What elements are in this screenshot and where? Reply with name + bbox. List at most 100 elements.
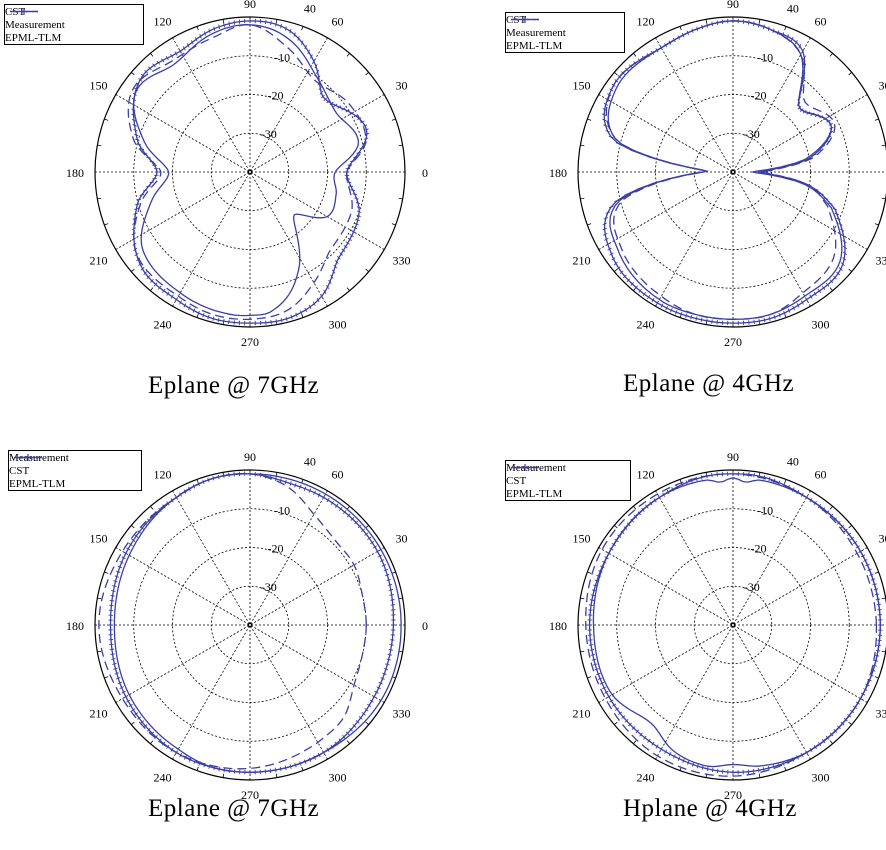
tick-mark [196, 26, 199, 31]
data-point [174, 297, 178, 302]
data-point [758, 318, 761, 324]
data-point [842, 240, 847, 244]
tick-mark [614, 268, 618, 272]
data-point [748, 472, 750, 477]
data-point [126, 699, 131, 703]
data-point [170, 294, 174, 299]
data-point [757, 768, 760, 773]
data-point [304, 45, 307, 50]
polar-grid [577, 16, 886, 328]
data-point [615, 142, 621, 145]
data-point [358, 716, 363, 720]
polar-grid [94, 16, 406, 328]
data-point [356, 151, 361, 154]
tick-mark [829, 740, 833, 744]
tick-mark [881, 197, 886, 200]
data-point [280, 23, 282, 29]
angle-tick-label: 0 [422, 619, 428, 633]
data-point [179, 300, 182, 305]
data-point [817, 288, 822, 294]
data-point [331, 269, 336, 274]
data-point [638, 288, 642, 293]
legend-label: Measurement [5, 18, 65, 31]
tick-mark [848, 72, 852, 76]
data-point [607, 247, 612, 251]
angle-tick-label: 240 [637, 771, 655, 785]
data-point [819, 193, 824, 196]
data-point [752, 768, 755, 774]
data-point [228, 319, 230, 325]
angle-tick-label: 210 [572, 254, 590, 268]
data-point [609, 88, 614, 92]
tick-mark [614, 525, 618, 529]
data-point [622, 274, 627, 279]
data-point [592, 663, 598, 666]
data-point [134, 252, 139, 257]
data-point [711, 767, 714, 773]
data-point [588, 604, 594, 606]
data-point [285, 316, 288, 322]
tick-mark [848, 268, 852, 272]
data-point [687, 760, 690, 765]
data-point [680, 311, 683, 317]
angle-tick-label: 270 [241, 335, 259, 349]
data-point [142, 189, 148, 192]
tick-mark [131, 268, 135, 272]
data-point [797, 180, 802, 183]
angle-tick-label: 60 [332, 14, 344, 28]
angle-tick-label: 300 [329, 771, 347, 785]
data-point [110, 653, 115, 656]
data-point [842, 257, 847, 261]
data-point [131, 708, 136, 712]
tick-mark [587, 223, 592, 226]
data-point [832, 207, 838, 211]
grid-circle [133, 55, 367, 289]
data-point [133, 129, 138, 132]
data-point [218, 24, 221, 30]
tick-mark [301, 766, 304, 771]
tick-mark [301, 26, 304, 31]
data-point [161, 58, 165, 63]
data-point [589, 599, 595, 601]
data-point [613, 261, 618, 266]
tick-mark [104, 571, 109, 574]
data-point [605, 130, 610, 133]
tick-mark [398, 144, 403, 147]
series-line [585, 473, 878, 777]
data-point [284, 26, 287, 31]
legend-item: Measurement [506, 18, 624, 39]
data-point [841, 234, 846, 238]
data-point [706, 766, 709, 772]
angle-tick-label: 40 [787, 455, 799, 469]
tick-mark [104, 676, 109, 679]
data-point [695, 316, 698, 321]
data-point [148, 66, 152, 71]
tick-mark [222, 19, 225, 24]
legend-item: EPML-TLM [506, 466, 630, 500]
data-point [123, 551, 128, 555]
data-point [388, 588, 394, 591]
data-point [308, 488, 312, 493]
data-point [299, 484, 302, 490]
polar-chart-1: -10 -20 -30 90 40 60 30 0 330 300 270 240 210 180 150 1… [0, 0, 443, 425]
data-point [349, 234, 354, 238]
data-point [158, 738, 162, 743]
data-point [294, 482, 297, 488]
data-point [590, 594, 596, 597]
data-point [352, 723, 357, 728]
legend-swatch-dashed [10, 10, 38, 13]
tick-mark [150, 506, 154, 510]
tick-mark [275, 773, 278, 778]
angle-tick-label: 240 [154, 771, 172, 785]
data-point [778, 312, 781, 318]
data-point [110, 594, 115, 597]
data-point [383, 668, 389, 671]
data-point [389, 644, 394, 646]
data-point [270, 319, 272, 325]
data-point [660, 303, 664, 308]
data-point [119, 686, 124, 690]
legend-item: EPML-TLM [506, 18, 624, 52]
tick-mark [391, 118, 396, 121]
data-point [805, 297, 809, 302]
